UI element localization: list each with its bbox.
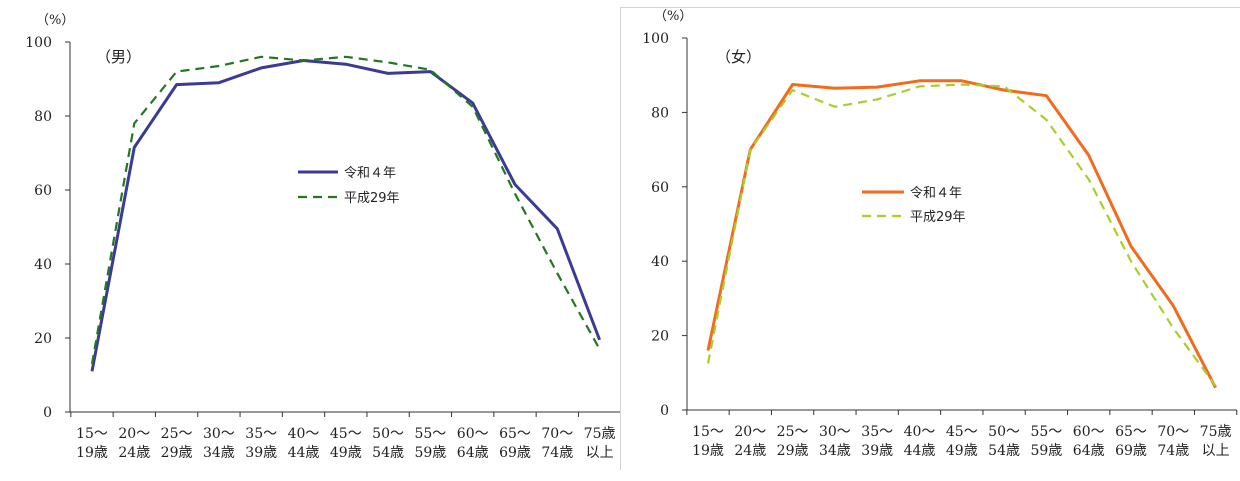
y-unit-label: （%） [36, 13, 74, 28]
series-line-h29 [706, 83, 1217, 387]
y-tick-label: 80 [651, 105, 669, 121]
panel-top-rule [620, 7, 1240, 8]
series-line-h29 [90, 55, 601, 365]
y-tick-label: 100 [642, 31, 669, 47]
x-tick-label-line2: 44歳 [288, 445, 320, 461]
x-tick-label-line1: 50～ [372, 426, 404, 442]
y-tick-label: 0 [43, 405, 52, 421]
panel-label: （女） [716, 48, 761, 66]
x-tick-label-line1: 65～ [499, 426, 531, 442]
x-tick-label-line2: 49歳 [946, 443, 978, 459]
x-tick-label-line2: 69歳 [1115, 443, 1147, 459]
x-tick-label-line1: 30～ [203, 426, 235, 442]
x-tick-label-line1: 15～ [76, 426, 108, 442]
x-tick-label-line2: 24歳 [118, 445, 150, 461]
x-tick-label-line2: 59歳 [1030, 443, 1062, 459]
series-line-r4 [706, 79, 1217, 389]
x-tick-label-line1: 60～ [457, 426, 489, 442]
y-tick-label: 40 [651, 254, 669, 270]
x-tick-label-line2: 19歳 [76, 445, 108, 461]
chart-panel-female: 0 20 40 60 80 100 15～ 19歳 20～ 24歳 25～ 29歳 30～ 34歳 35～ 3… [620, 0, 1240, 477]
x-tick-label-line1: 40～ [904, 424, 936, 440]
x-tick-label-line1: 75歳 [584, 426, 616, 442]
chart-male: 0 20 40 60 80 100 15～ 19歳 20～ 24歳 25～ 29歳 30～ 34歳 35～ 3… [25, 13, 622, 461]
x-tick-label-line1: 45～ [946, 424, 978, 440]
x-tick-label-line2: 以上 [586, 445, 614, 461]
y-tick-label: 60 [34, 183, 52, 199]
y-tick-label: 80 [34, 109, 52, 125]
x-tick-label-line2: 34歳 [203, 445, 235, 461]
x-tick-label-line2: 34歳 [819, 443, 851, 459]
panel-divider [620, 8, 621, 470]
x-tick-label-line2: 29歳 [777, 443, 809, 459]
x-tick-label-line2: 以上 [1202, 443, 1230, 459]
x-tick-label-line1: 75歳 [1200, 424, 1232, 440]
x-tick-label-line2: 74歳 [1157, 443, 1189, 459]
chart-female: 0 20 40 60 80 100 15～ 19歳 20～ 24歳 25～ 29歳 30～ 34歳 35～ 3… [642, 9, 1238, 459]
x-tick-label-line2: 44歳 [904, 443, 936, 459]
x-tick-label-line1: 30～ [819, 424, 851, 440]
y-unit-label: （%） [654, 9, 692, 24]
x-tick-label-line2: 29歳 [161, 445, 193, 461]
y-tick-label: 0 [660, 403, 669, 419]
chart-panel-male: 0 20 40 60 80 100 15～ 19歳 20～ 24歳 25～ 29歳 30～ 34歳 35～ 3… [0, 0, 622, 477]
x-tick-label-line1: 20～ [118, 426, 150, 442]
panel-label: （男） [96, 48, 141, 66]
x-tick-label-line2: 39歳 [245, 445, 277, 461]
legend-label-r4: 令和４年 [344, 166, 396, 181]
y-tick-label: 40 [34, 257, 52, 273]
x-tick-label-line1: 70～ [1157, 424, 1189, 440]
x-tick-label-line1: 25～ [777, 424, 809, 440]
x-tick-label-line1: 70～ [541, 426, 573, 442]
x-tick-label-line1: 40～ [288, 426, 320, 442]
x-tick-label-line2: 64歳 [1073, 443, 1105, 459]
x-tick-label-line2: 49歳 [330, 445, 362, 461]
y-tick-label: 20 [34, 331, 52, 347]
x-tick-label-line1: 55～ [414, 426, 446, 442]
x-tick-label-line1: 65～ [1115, 424, 1147, 440]
x-tick-label-line2: 54歳 [372, 445, 404, 461]
x-tick-label-line1: 20～ [734, 424, 766, 440]
x-tick-label-line2: 74歳 [541, 445, 573, 461]
x-tick-label-line2: 19歳 [692, 443, 724, 459]
x-tick-label-line2: 54歳 [988, 443, 1020, 459]
x-tick-label-line1: 60～ [1073, 424, 1105, 440]
x-tick-label-line1: 50～ [988, 424, 1020, 440]
x-tick-label-line2: 24歳 [734, 443, 766, 459]
x-tick-label-line1: 35～ [245, 426, 277, 442]
y-tick-label: 20 [651, 329, 669, 345]
x-tick-label-line2: 64歳 [457, 445, 489, 461]
x-tick-label-line1: 45～ [330, 426, 362, 442]
y-tick-label: 100 [25, 35, 52, 51]
y-tick-label: 60 [651, 180, 669, 196]
x-tick-label-line2: 59歳 [414, 445, 446, 461]
legend-label-h29: 平成29年 [910, 210, 966, 225]
x-tick-label-line1: 35～ [861, 424, 893, 440]
legend-label-h29: 平成29年 [344, 191, 400, 206]
series-line-r4 [90, 59, 602, 372]
x-tick-label-line1: 25～ [161, 426, 193, 442]
legend-label-r4: 令和４年 [910, 186, 962, 201]
x-tick-label-line2: 39歳 [861, 443, 893, 459]
x-tick-label-line1: 55～ [1030, 424, 1062, 440]
x-tick-label-line1: 15～ [692, 424, 724, 440]
x-tick-label-line2: 69歳 [499, 445, 531, 461]
